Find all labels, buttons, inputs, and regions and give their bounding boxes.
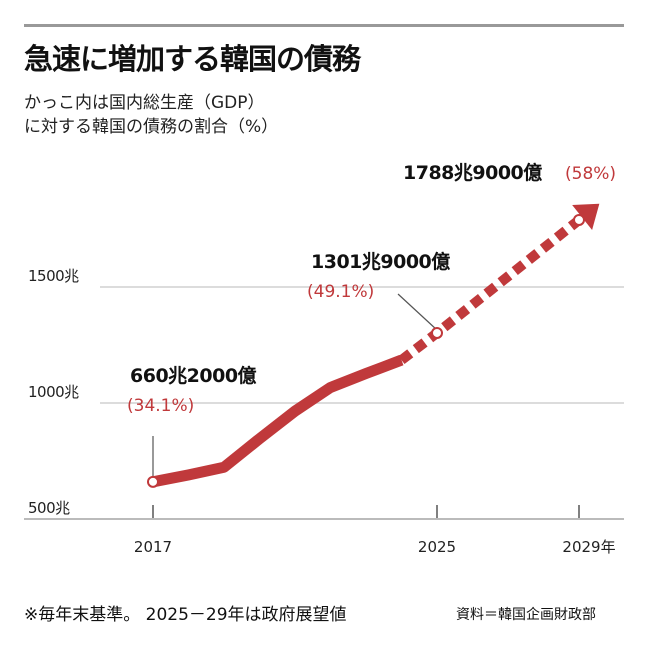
source-note: 資料＝韓国企画財政部 [456, 607, 596, 623]
arrow-head [572, 203, 600, 231]
value-label: 1301兆9000億 [311, 250, 450, 273]
subtitle-line-2: に対する韓国の債務の割合（%） [24, 117, 279, 137]
data-point-marker [147, 475, 159, 488]
footnote: ※毎年末基準。 2025－29年は政府展望値 [24, 605, 347, 625]
x-tick-label: 2017 [134, 538, 172, 556]
gdp-ratio-label: (49.1%) [307, 282, 374, 302]
y-tick-label: 1500兆 [28, 267, 79, 285]
chart-title: 急速に増加する韓国の債務 [24, 42, 361, 76]
data-point-marker [431, 326, 443, 339]
gdp-ratio-label: (58%) [565, 164, 616, 184]
x-tick-label: 2029年 [562, 538, 615, 556]
projected-debt-line [398, 213, 586, 365]
value-label: 660兆2000億 [130, 364, 257, 387]
y-tick-label: 500兆 [28, 499, 70, 517]
leader-line [397, 293, 438, 331]
subtitle-line-1: かっこ内は国内総生産（GDP） [24, 93, 265, 113]
data-point-marker [573, 213, 585, 226]
x-tick-label: 2025 [418, 538, 456, 556]
value-label: 1788兆9000億 [403, 161, 542, 184]
top-rule [24, 24, 624, 27]
gdp-ratio-label: (34.1%) [127, 396, 194, 416]
y-tick-label: 1000兆 [28, 383, 79, 401]
actual-debt-line [151, 354, 404, 488]
